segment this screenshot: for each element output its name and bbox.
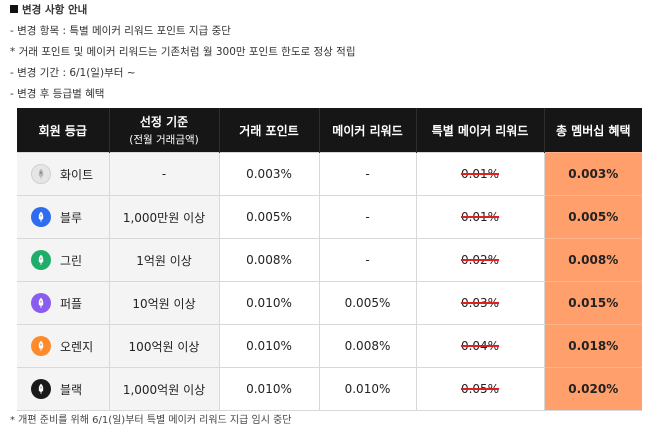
header-total-benefit: 총 멤버십 혜택 [544,108,642,153]
maker-reward-cell: 0.010% [318,367,416,411]
grade-name: 블루 [60,210,83,225]
grade-cell: 그린 [17,238,109,282]
header-grade: 회원 등급 [17,108,110,153]
maker-reward-cell: - [318,238,416,282]
grade-name: 화이트 [60,167,94,182]
grade-name: 퍼플 [60,296,83,311]
total-benefit-cell: 0.018% [543,324,642,368]
grade-cell: 블루 [17,195,109,239]
grade-cell: 오렌지 [17,324,109,368]
maker-reward-cell: - [318,152,416,196]
table-header-row: 회원 등급 선정 기준 (전월 거래금액) 거래 포인트 메이커 리워드 특별 메… [17,108,642,153]
total-benefit-cell: 0.005% [543,195,642,239]
special-reward-cell: 0.05% [415,367,544,411]
table-row: 오렌지 100억원 이상 0.010% 0.008% 0.04% 0.018% [17,324,642,368]
trade-points-cell: 0.010% [218,367,319,411]
square-bullet-icon [10,5,18,13]
special-reward-cell: 0.01% [415,152,544,196]
notice-line: * 거래 포인트 및 메이커 리워드는 기존처럼 월 300만 포인트 한도로 … [10,46,356,58]
table-row: 그린 1억원 이상 0.008% -0.02% 0.008% [17,238,642,282]
special-reward-cell: 0.03% [415,281,544,325]
special-reward-cell: 0.01% [415,195,544,239]
trade-points-cell: 0.010% [218,281,319,325]
total-benefit-cell: 0.015% [543,281,642,325]
maker-reward-cell: 0.005% [318,281,416,325]
header-criteria: 선정 기준 (전월 거래금액) [109,108,220,153]
criteria-cell: - [108,152,219,196]
header-criteria-title: 선정 기준 [139,115,189,129]
header-criteria-sub: (전월 거래금액) [129,134,199,146]
trade-points-cell: 0.003% [218,152,319,196]
trade-points-cell: 0.010% [218,324,319,368]
notice-line: - 변경 후 등급별 혜택 [10,88,105,100]
trade-points-cell: 0.008% [218,238,319,282]
header-trade-points: 거래 포인트 [219,108,320,153]
special-reward-value: 0.04% [460,339,500,353]
table-row: 퍼플 10억원 이상 0.010% 0.005% 0.03% 0.015% [17,281,642,325]
notice-heading-text: 변경 사항 안내 [22,4,88,16]
table-row: 블루 1,000만원 이상 0.005% -0.01% 0.005% [17,195,642,239]
purple-grade-icon [31,293,51,313]
total-benefit-cell: 0.008% [543,238,642,282]
notice-line: - 변경 기간 : 6/1(일)부터 ~ [10,67,136,79]
maker-reward-cell: - [318,195,416,239]
criteria-cell: 1,000억원 이상 [108,367,219,411]
special-reward-value: 0.03% [460,296,500,310]
table-row: 블랙 1,000억원 이상 0.010% 0.010% 0.05% 0.020% [17,367,642,411]
criteria-cell: 10억원 이상 [108,281,219,325]
green-grade-icon [31,250,51,270]
change-notice: 변경 사항 안내 - 변경 항목 : 특별 메이커 리워드 포인트 지급 중단 … [10,0,650,105]
special-reward-cell: 0.04% [415,324,544,368]
total-benefit-cell: 0.020% [543,367,642,411]
white-grade-icon [31,164,51,184]
trade-points-cell: 0.005% [218,195,319,239]
grade-benefit-table: 회원 등급 선정 기준 (전월 거래금액) 거래 포인트 메이커 리워드 특별 메… [17,108,642,411]
grade-name: 오렌지 [60,339,94,354]
grade-cell: 화이트 [17,152,109,196]
criteria-cell: 1억원 이상 [108,238,219,282]
header-maker-reward: 메이커 리워드 [319,108,417,153]
maker-reward-cell: 0.008% [318,324,416,368]
special-reward-value: 0.01% [460,167,500,181]
notice-heading: 변경 사항 안내 [10,0,650,21]
criteria-cell: 1,000만원 이상 [108,195,219,239]
grade-name: 블랙 [60,382,83,397]
special-reward-value: 0.02% [460,253,500,267]
table-row: 화이트 -0.003% -0.01% 0.003% [17,152,642,196]
orange-grade-icon [31,336,51,356]
special-reward-cell: 0.02% [415,238,544,282]
special-reward-value: 0.05% [460,382,500,396]
criteria-cell: 100억원 이상 [108,324,219,368]
grade-cell: 퍼플 [17,281,109,325]
blue-grade-icon [31,207,51,227]
black-grade-icon [31,379,51,399]
header-special-reward: 특별 메이커 리워드 [416,108,545,153]
footnote: * 개편 준비를 위해 6/1(일)부터 특별 메이커 리워드 지급 임시 중단 [10,415,292,426]
grade-cell: 블랙 [17,367,109,411]
special-reward-value: 0.01% [460,210,500,224]
notice-line: - 변경 항목 : 특별 메이커 리워드 포인트 지급 중단 [10,25,231,37]
grade-name: 그린 [60,253,83,268]
total-benefit-cell: 0.003% [543,152,642,196]
